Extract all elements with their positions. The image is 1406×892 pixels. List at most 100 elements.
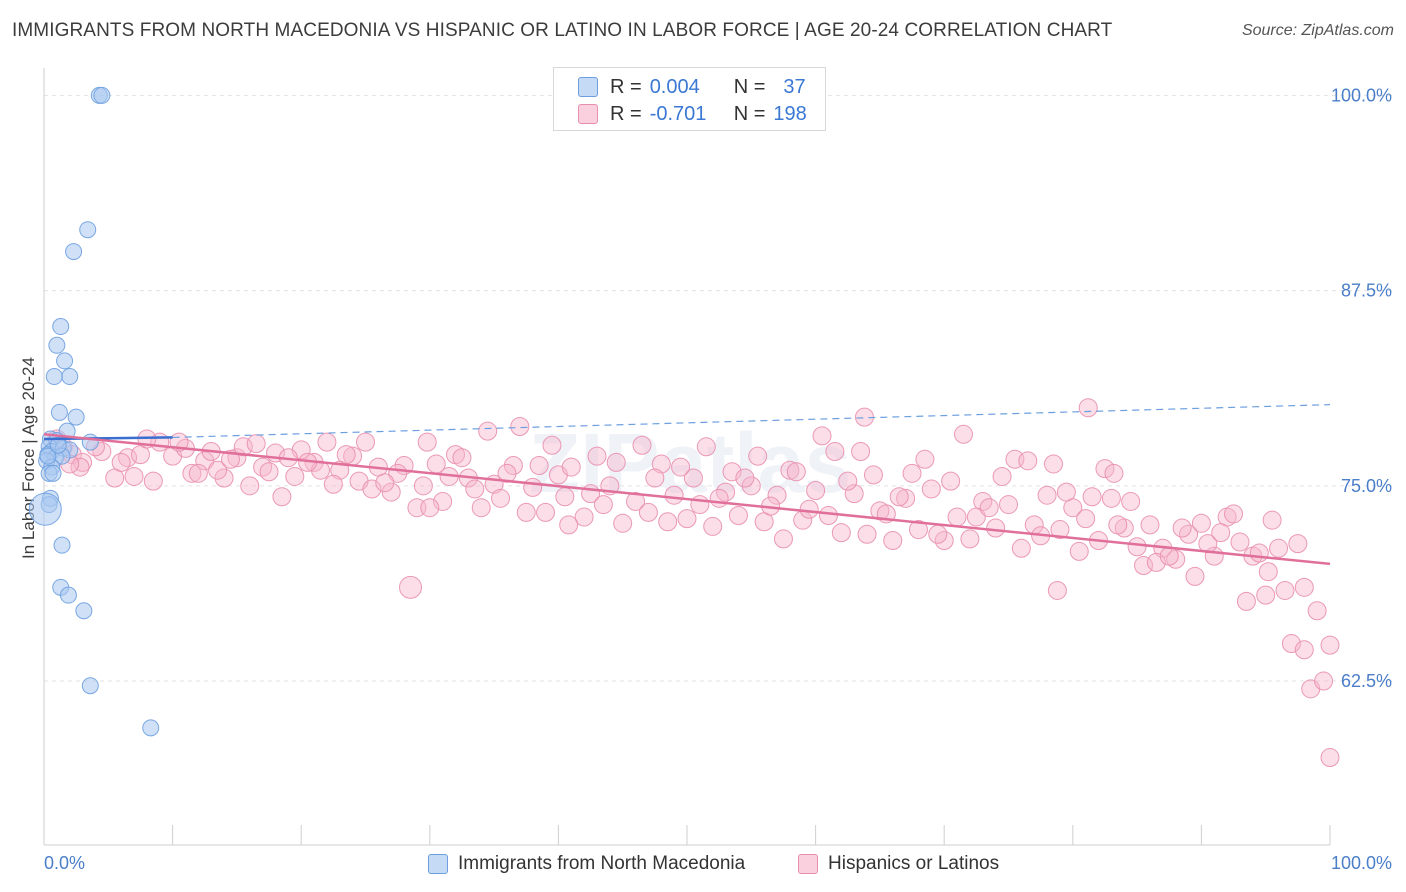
data-point-hispanics <box>214 468 234 488</box>
data-point-hispanics <box>767 485 787 505</box>
data-point-hispanics <box>1320 635 1340 655</box>
data-point-hispanics <box>574 507 594 527</box>
data-point-hispanics <box>1037 485 1057 505</box>
data-point-macedonia <box>79 221 97 239</box>
data-point-macedonia <box>44 464 62 482</box>
data-point-hispanics <box>381 482 401 502</box>
data-point-hispanics <box>915 449 935 469</box>
data-point-hispanics <box>851 441 871 461</box>
grid-lines <box>44 94 1392 682</box>
data-point-hispanics <box>928 524 948 544</box>
data-point-hispanics <box>1294 577 1314 597</box>
data-point-hispanics <box>1185 566 1205 586</box>
data-point-hispanics <box>902 463 922 483</box>
data-point-hispanics <box>523 477 543 497</box>
data-point-macedonia <box>65 243 83 261</box>
series-hispanics-points <box>47 398 1340 768</box>
data-point-hispanics <box>188 463 208 483</box>
data-point-hispanics <box>561 457 581 477</box>
data-point-hispanics <box>1134 555 1154 575</box>
data-point-macedonia <box>49 436 67 454</box>
data-point-hispanics <box>606 452 626 472</box>
bottom-legend-hispanics: Hispanics or Latinos <box>798 852 999 876</box>
data-point-hispanics <box>413 476 433 496</box>
legend-r-label: R = <box>610 75 642 98</box>
data-point-hispanics <box>1050 520 1070 540</box>
data-point-hispanics <box>838 471 858 491</box>
data-point-macedonia <box>52 318 70 336</box>
data-point-hispanics <box>671 457 691 477</box>
data-point-hispanics <box>143 471 163 491</box>
chart-title: IMMIGRANTS FROM NORTH MACEDONIA VS HISPA… <box>12 20 1113 41</box>
data-point-hispanics <box>780 460 800 480</box>
data-point-macedonia <box>75 602 93 620</box>
data-point-hispanics <box>375 473 395 493</box>
data-point-hispanics <box>889 487 909 507</box>
y-tick-label: 100.0% <box>1331 85 1392 105</box>
data-point-hispanics <box>323 474 343 494</box>
bottom-legend-label: Immigrants from North Macedonia <box>458 853 746 874</box>
data-point-hispanics <box>844 484 864 504</box>
data-point-hispanics <box>1236 591 1256 611</box>
data-point-hispanics <box>1108 515 1128 535</box>
y-tick-label: 87.5% <box>1341 281 1392 301</box>
data-point-hispanics <box>1078 398 1098 418</box>
bottom-legend-macedonia: Immigrants from North Macedonia <box>428 852 745 876</box>
data-point-hispanics <box>420 498 440 518</box>
data-point-hispanics <box>986 518 1006 538</box>
data-point-hispanics <box>195 451 215 471</box>
data-point-hispanics <box>658 512 678 532</box>
data-point-hispanics <box>1288 534 1308 554</box>
data-point-hispanics <box>1256 585 1276 605</box>
legend-n-value: 37 <box>783 75 806 98</box>
data-point-hispanics <box>857 524 877 544</box>
data-point-hispanics <box>812 426 832 446</box>
trend-line-macedonia <box>43 436 173 441</box>
data-point-hispanics <box>1269 538 1289 558</box>
data-point-hispanics <box>593 495 613 515</box>
data-point-macedonia <box>81 677 99 695</box>
data-point-hispanics <box>510 416 530 436</box>
trend-line-macedonia-extended <box>172 404 1331 439</box>
data-point-hispanics <box>1172 518 1192 538</box>
data-point-hispanics <box>741 476 761 496</box>
x-tick-labels: 0.0% 100.0% <box>44 853 1392 873</box>
trend-line-hispanics <box>43 433 1331 566</box>
data-point-hispanics <box>70 457 90 477</box>
data-point-hispanics <box>478 421 498 441</box>
data-point-hispanics <box>465 479 485 499</box>
data-point-hispanics <box>1056 482 1076 502</box>
data-point-hispanics <box>529 456 549 476</box>
legend-r-label: R = <box>610 102 642 125</box>
bottom-legend-swatch-pink <box>798 854 818 874</box>
data-point-hispanics <box>664 485 684 505</box>
data-point-hispanics <box>452 448 472 468</box>
data-point-macedonia <box>39 447 57 465</box>
data-point-hispanics <box>399 575 423 599</box>
data-point-hispanics <box>1275 580 1295 600</box>
legend-r-value: -0.701 <box>649 102 707 125</box>
data-point-hispanics <box>317 432 337 452</box>
data-point-hispanics <box>966 507 986 527</box>
data-point-hispanics <box>1101 488 1121 508</box>
data-point-hispanics <box>497 463 517 483</box>
data-point-macedonia <box>59 586 77 604</box>
data-point-hispanics <box>1044 454 1064 474</box>
data-point-hispanics <box>124 466 144 486</box>
data-point-hispanics <box>677 509 697 529</box>
data-point-hispanics <box>1191 513 1211 533</box>
data-point-hispanics <box>645 468 665 488</box>
data-point-hispanics <box>1159 546 1179 566</box>
data-point-hispanics <box>336 445 356 465</box>
data-point-hispanics <box>960 529 980 549</box>
trend-lines <box>43 404 1331 566</box>
data-point-hispanics <box>1095 459 1115 479</box>
data-point-hispanics <box>709 488 729 508</box>
data-point-hispanics <box>863 465 883 485</box>
data-point-hispanics <box>285 466 305 486</box>
x-tick-label: 0.0% <box>44 853 85 873</box>
legend-swatch-pink <box>578 104 598 124</box>
data-point-macedonia <box>93 86 111 104</box>
data-point-hispanics <box>979 498 999 518</box>
